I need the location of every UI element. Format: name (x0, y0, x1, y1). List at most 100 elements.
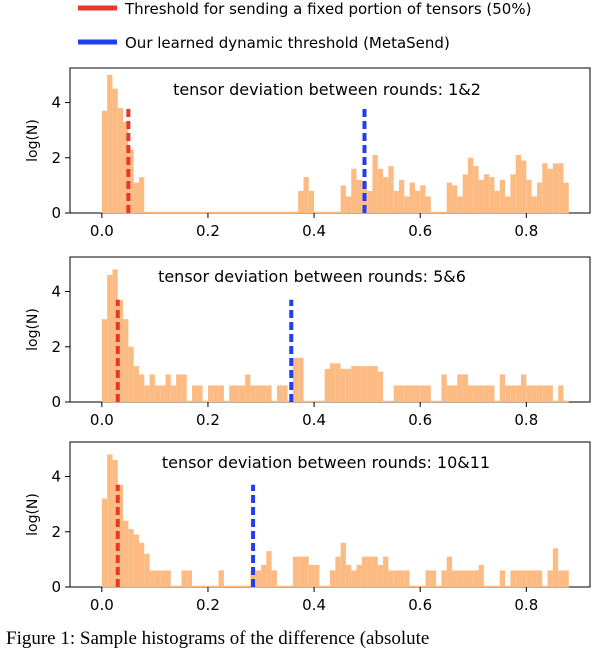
histogram-bar (526, 385, 532, 402)
histogram-bar (165, 570, 171, 587)
histogram-bar (340, 542, 346, 587)
histogram-bar (467, 385, 474, 402)
x-tick-label: 0.4 (302, 411, 326, 429)
histogram-bar (404, 385, 410, 402)
histogram-bar (245, 374, 251, 402)
histogram-bar (505, 385, 511, 402)
histogram-bar (467, 157, 474, 213)
histogram-bar (271, 570, 277, 587)
histogram-bar (330, 363, 336, 402)
histogram-bar (446, 556, 453, 587)
panel-title: tensor deviation between rounds: 10&11 (162, 453, 490, 472)
histogram-bar (536, 570, 543, 587)
histogram-bar (409, 182, 415, 213)
histogram-bar (192, 385, 198, 402)
y-tick-label: 2 (51, 523, 61, 541)
histogram-bar (335, 556, 341, 587)
histogram-bar (499, 179, 506, 213)
x-tick-label: 0.8 (514, 222, 538, 240)
histogram-bar (409, 385, 415, 402)
histogram-bar (377, 371, 384, 402)
histogram-bar (483, 174, 490, 213)
histogram-bar (489, 177, 495, 213)
histogram-bar (213, 385, 219, 402)
histogram-bar (138, 542, 145, 587)
histogram-bar (308, 190, 315, 213)
histogram-bar (393, 190, 399, 213)
histogram-bar (266, 385, 272, 402)
histogram-bar (414, 385, 421, 402)
histogram-bar (377, 564, 384, 587)
y-axis-label: log(N) (25, 308, 41, 351)
y-tick-label: 4 (51, 94, 61, 112)
histogram-bar (510, 385, 516, 402)
histogram-bar (261, 385, 267, 402)
histogram-bar (515, 155, 522, 213)
histogram-bar (250, 385, 256, 402)
y-axis-ticks: 0 2 4 (51, 468, 70, 596)
y-tick-label: 0 (51, 578, 61, 596)
histogram-bar (521, 374, 527, 402)
histogram-bar (558, 570, 564, 587)
histogram-bar (128, 346, 134, 402)
histogram-bar (276, 385, 283, 402)
histogram-bar (377, 168, 384, 213)
x-tick-label: 0.8 (514, 411, 538, 429)
histogram-bar (144, 385, 150, 402)
histogram-bar (218, 570, 224, 587)
histogram-bar (138, 177, 145, 213)
histogram-bar (133, 182, 139, 213)
histogram-bar (462, 374, 468, 402)
histogram-bar (542, 163, 548, 213)
y-tick-label: 4 (51, 283, 61, 301)
histogram-bar (526, 570, 532, 587)
histogram-bar (112, 459, 118, 587)
histogram-bar (547, 168, 553, 213)
histogram-bar (117, 108, 124, 213)
histogram-bar (298, 190, 304, 213)
histogram-bar (101, 110, 108, 213)
histogram-bar (335, 363, 341, 402)
histogram-bar (345, 368, 352, 402)
histogram-bar (351, 168, 357, 213)
histogram-bar (229, 385, 235, 402)
histogram-bar (250, 570, 256, 587)
histogram-bar (345, 196, 352, 213)
histogram-bar (430, 570, 437, 587)
histogram-bar (510, 570, 516, 587)
histogram-bar (526, 179, 532, 213)
threshold-lines (115, 299, 294, 402)
y-tick-label: 2 (51, 149, 61, 167)
histogram-bar (547, 570, 553, 587)
histogram-bar (398, 570, 405, 587)
histogram-bar (101, 319, 108, 402)
histogram-bar (107, 454, 113, 587)
histogram-bar (521, 570, 527, 587)
histogram-bar (521, 160, 527, 213)
histogram-bar (446, 385, 453, 402)
histogram-bar (128, 529, 134, 587)
histogram-panel-3: 0.0 0.2 0.4 0.6 0.8 0 2 4 tensor deviation bet… (25, 441, 591, 614)
x-tick-label: 0.2 (196, 596, 220, 614)
histogram-bar (345, 564, 352, 587)
histogram-bar (531, 570, 537, 587)
histogram-bar (266, 551, 272, 587)
histogram-bar (563, 570, 569, 587)
histogram-bar (398, 385, 405, 402)
y-axis-ticks: 0 2 4 (51, 283, 70, 411)
histogram-bar (531, 385, 537, 402)
histogram-bar (112, 269, 118, 402)
histogram-bar (499, 570, 506, 587)
histogram-bar (478, 385, 484, 402)
histogram-bar (452, 570, 458, 587)
histogram-bar (261, 564, 267, 587)
histogram-bar (133, 534, 139, 587)
histogram-bar (478, 564, 484, 587)
histogram-bar (123, 520, 129, 587)
x-tick-label: 0.0 (90, 222, 114, 240)
histogram-bar (452, 185, 458, 213)
histogram-bar (552, 548, 559, 587)
histogram-bar (160, 385, 166, 402)
x-tick-label: 0.2 (196, 411, 220, 429)
x-tick-label: 0.6 (408, 222, 432, 240)
